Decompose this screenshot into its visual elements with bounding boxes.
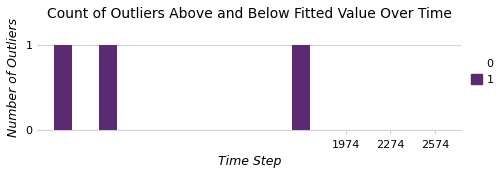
Y-axis label: Number of Outliers: Number of Outliers <box>7 18 20 136</box>
Bar <box>292 45 310 131</box>
Bar <box>99 45 117 131</box>
Bar <box>54 45 72 131</box>
Legend: 0, 1: 0, 1 <box>471 58 494 85</box>
X-axis label: Time Step: Time Step <box>218 155 281 168</box>
Title: Count of Outliers Above and Below Fitted Value Over Time: Count of Outliers Above and Below Fitted… <box>47 7 452 21</box>
